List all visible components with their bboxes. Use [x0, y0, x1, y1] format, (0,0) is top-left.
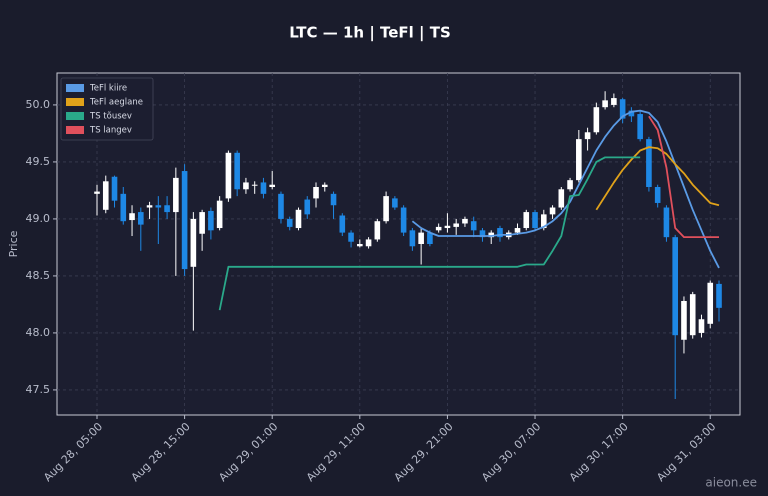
- candle-body: [427, 232, 433, 244]
- legend-label: TS tõusev: [89, 112, 132, 122]
- candle-body: [146, 205, 153, 208]
- y-tick-label: 48.0: [26, 326, 51, 339]
- candle-body: [251, 184, 258, 186]
- candle-body: [672, 237, 678, 336]
- legend: TeFl kiire TeFl aeglane TS tõusev TS langev: [60, 77, 154, 141]
- indicator-line: [411, 109, 720, 269]
- legend-swatch: [66, 84, 84, 92]
- y-tick-label: 49.5: [26, 155, 51, 168]
- legend-box: [60, 77, 154, 141]
- y-axis-label: Price: [7, 230, 20, 257]
- candle-body: [488, 232, 495, 238]
- candle-body: [549, 207, 556, 215]
- candle-body: [330, 193, 337, 206]
- indicator-line: [595, 146, 720, 211]
- candle-body: [619, 99, 626, 119]
- candle-body: [637, 114, 643, 140]
- candle-body: [514, 228, 521, 233]
- candle-body: [278, 193, 284, 219]
- candle-body: [243, 182, 249, 190]
- y-tick-label: 47.5: [26, 383, 51, 396]
- candle-body: [225, 152, 232, 199]
- candle-body: [654, 187, 661, 203]
- candle-body: [558, 189, 565, 208]
- candle-body: [646, 139, 652, 187]
- y-tick-label: 49.0: [26, 212, 51, 225]
- y-tick-label: 50.0: [26, 98, 51, 111]
- candle-body: [707, 282, 714, 324]
- candle-body: [216, 200, 223, 229]
- candle-body: [269, 184, 276, 187]
- candle-body: [462, 218, 468, 224]
- candle-body: [304, 199, 311, 215]
- candle-body: [444, 225, 451, 229]
- candle-body: [689, 294, 696, 336]
- legend-label: TeFl kiire: [89, 84, 127, 94]
- candle-body: [497, 228, 503, 238]
- candle-body: [138, 212, 144, 225]
- candle-body: [532, 212, 538, 229]
- candle-body: [716, 283, 722, 308]
- candle-body: [173, 177, 179, 213]
- candle-body: [435, 226, 442, 231]
- candle-body: [383, 196, 389, 222]
- candle-body: [418, 232, 424, 244]
- candle-body: [576, 139, 582, 181]
- candle-body: [365, 239, 372, 247]
- candle-body: [523, 212, 530, 229]
- candle-body: [628, 110, 635, 117]
- candle-body: [120, 193, 127, 222]
- candle-body: [94, 191, 100, 194]
- candle-body: [681, 301, 687, 340]
- legend-label: TeFl aeglane: [89, 98, 143, 108]
- candle-body: [102, 181, 109, 210]
- y-tick-label: 48.5: [26, 269, 51, 282]
- candle-body: [286, 218, 293, 227]
- candle-body: [479, 230, 486, 238]
- candle-body: [374, 221, 381, 240]
- candle-body: [155, 205, 162, 208]
- candle-body: [540, 214, 547, 229]
- indicator-line: [218, 156, 641, 311]
- candle-body: [400, 207, 407, 233]
- indicator-line: [648, 115, 719, 239]
- candle-body: [199, 212, 205, 234]
- candle-body: [409, 230, 416, 247]
- legend-label: TS langev: [89, 126, 132, 136]
- marks: [94, 91, 722, 400]
- candle-body: [470, 221, 477, 231]
- candle-body: [453, 223, 459, 227]
- candle-body: [392, 198, 398, 208]
- chart-title: LTC — 1h | TeFl | TS: [289, 24, 451, 43]
- candle-body: [593, 107, 600, 133]
- candle-body: [567, 180, 573, 190]
- candle-body: [698, 319, 705, 333]
- candle-body: [321, 184, 328, 187]
- candle-body: [111, 176, 118, 201]
- legend-swatch: [66, 112, 84, 120]
- candle-body: [295, 209, 302, 229]
- legend-swatch: [66, 98, 84, 106]
- candle-body: [339, 215, 346, 233]
- candle-body: [602, 100, 608, 108]
- candle-body: [611, 98, 617, 105]
- candle-body: [357, 244, 363, 247]
- candle-body: [164, 205, 170, 213]
- candle-body: [663, 207, 670, 238]
- candle-body: [129, 213, 135, 221]
- candle-body: [208, 210, 214, 231]
- candle-body: [181, 171, 188, 270]
- legend-swatch: [66, 126, 84, 134]
- watermark: aieon.ee: [705, 476, 757, 490]
- plot-area: [56, 72, 741, 416]
- candle-body: [190, 218, 197, 267]
- candle-body: [584, 132, 591, 140]
- candle-body: [348, 232, 354, 242]
- candle-body: [260, 182, 267, 194]
- candle-body: [234, 152, 240, 190]
- candle-body: [313, 187, 319, 199]
